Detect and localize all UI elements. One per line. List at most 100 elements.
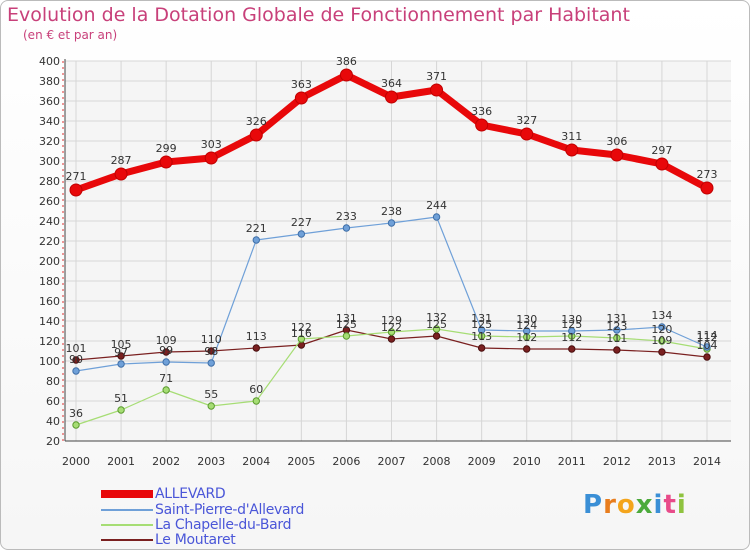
y-tick-label: 100: [39, 355, 60, 368]
data-label: 130: [561, 313, 582, 326]
data-point: [162, 348, 170, 356]
data-point: [700, 181, 714, 195]
data-point: [117, 406, 125, 414]
data-point: [72, 367, 80, 375]
x-tick-label: 2013: [648, 455, 676, 468]
data-label: 129: [381, 314, 402, 327]
x-tick-label: 2003: [197, 455, 225, 468]
data-label: 55: [204, 388, 218, 401]
chart-subtitle: (en € et par an): [23, 28, 118, 42]
data-label: 112: [561, 331, 582, 344]
data-label: 132: [426, 311, 447, 324]
data-label: 60: [249, 383, 263, 396]
data-label: 113: [471, 330, 492, 343]
data-point: [114, 167, 128, 181]
data-point: [432, 332, 441, 340]
data-point: [475, 118, 489, 132]
x-tick-label: 2008: [423, 455, 451, 468]
data-label: 326: [246, 115, 267, 128]
data-label: 311: [561, 130, 582, 143]
data-label: 71: [159, 372, 173, 385]
data-point: [703, 353, 711, 361]
data-point: [339, 68, 353, 82]
data-point: [207, 347, 215, 355]
data-point: [658, 323, 666, 331]
data-label: 109: [651, 334, 672, 347]
data-label: 125: [471, 318, 492, 331]
logo-letter: x: [635, 490, 654, 520]
data-label: 363: [291, 78, 312, 91]
data-point: [72, 356, 80, 364]
data-label: 131: [471, 312, 492, 325]
data-label: 227: [291, 216, 312, 229]
data-label: 90: [69, 353, 83, 366]
data-label: 386: [336, 55, 357, 68]
legend-swatch: [101, 539, 153, 541]
data-point: [703, 343, 711, 351]
data-point: [387, 335, 396, 343]
legend-item: La Chapelle-du-Bard: [101, 517, 292, 533]
data-label: 306: [606, 135, 627, 148]
data-point: [385, 90, 398, 104]
data-point: [432, 325, 441, 333]
data-label: 233: [336, 210, 357, 223]
y-tick-label: 140: [39, 315, 60, 328]
legend-swatch: [101, 524, 153, 526]
x-tick-label: 2005: [287, 455, 315, 468]
x-tick-label: 2000: [62, 455, 90, 468]
data-label: 97: [114, 346, 128, 359]
data-point: [207, 402, 215, 410]
data-point: [520, 127, 534, 141]
data-label: 287: [111, 154, 132, 167]
data-point: [387, 328, 396, 336]
data-point: [294, 91, 308, 105]
data-point: [252, 344, 260, 352]
y-tick-label: 60: [46, 395, 60, 408]
logo-letter: i: [653, 490, 664, 520]
data-label: 111: [606, 332, 627, 345]
data-point: [613, 334, 621, 342]
plot-area: [65, 61, 731, 441]
legend-swatch: [101, 509, 153, 511]
data-point: [297, 230, 306, 238]
data-label: 113: [246, 330, 267, 343]
y-tick-label: 240: [39, 215, 60, 228]
x-tick-label: 2014: [693, 455, 721, 468]
data-label: 112: [697, 331, 718, 344]
x-tick-label: 2011: [558, 455, 586, 468]
x-tick-label: 2006: [332, 455, 360, 468]
x-tick-label: 2009: [468, 455, 496, 468]
legend-label: ALLEVARD: [155, 486, 226, 502]
x-tick-label: 2002: [152, 455, 180, 468]
data-point: [387, 219, 396, 227]
data-point: [72, 421, 80, 429]
data-point: [69, 183, 83, 197]
y-tick-label: 180: [39, 275, 60, 288]
data-label: 297: [651, 144, 672, 157]
data-label: 51: [114, 392, 128, 405]
x-tick-label: 2004: [242, 455, 270, 468]
data-label: 122: [381, 321, 402, 334]
data-label: 327: [516, 114, 537, 127]
y-tick-label: 380: [39, 75, 60, 88]
y-tick-label: 360: [39, 95, 60, 108]
x-tick-label: 2010: [513, 455, 541, 468]
data-label: 125: [426, 318, 447, 331]
legend-label: Le Moutaret: [155, 532, 236, 548]
y-tick-label: 160: [39, 295, 60, 308]
data-point: [249, 128, 263, 142]
data-point: [432, 213, 441, 221]
data-label: 98: [204, 345, 218, 358]
data-label: 303: [201, 138, 222, 151]
data-label: 371: [426, 70, 447, 83]
data-label: 364: [381, 77, 402, 90]
data-point: [117, 352, 125, 360]
data-label: 36: [69, 407, 83, 420]
data-point: [162, 358, 170, 366]
data-label: 124: [516, 319, 537, 332]
x-tick-label: 2007: [378, 455, 406, 468]
y-tick-label: 120: [39, 335, 60, 348]
data-point: [477, 344, 486, 352]
